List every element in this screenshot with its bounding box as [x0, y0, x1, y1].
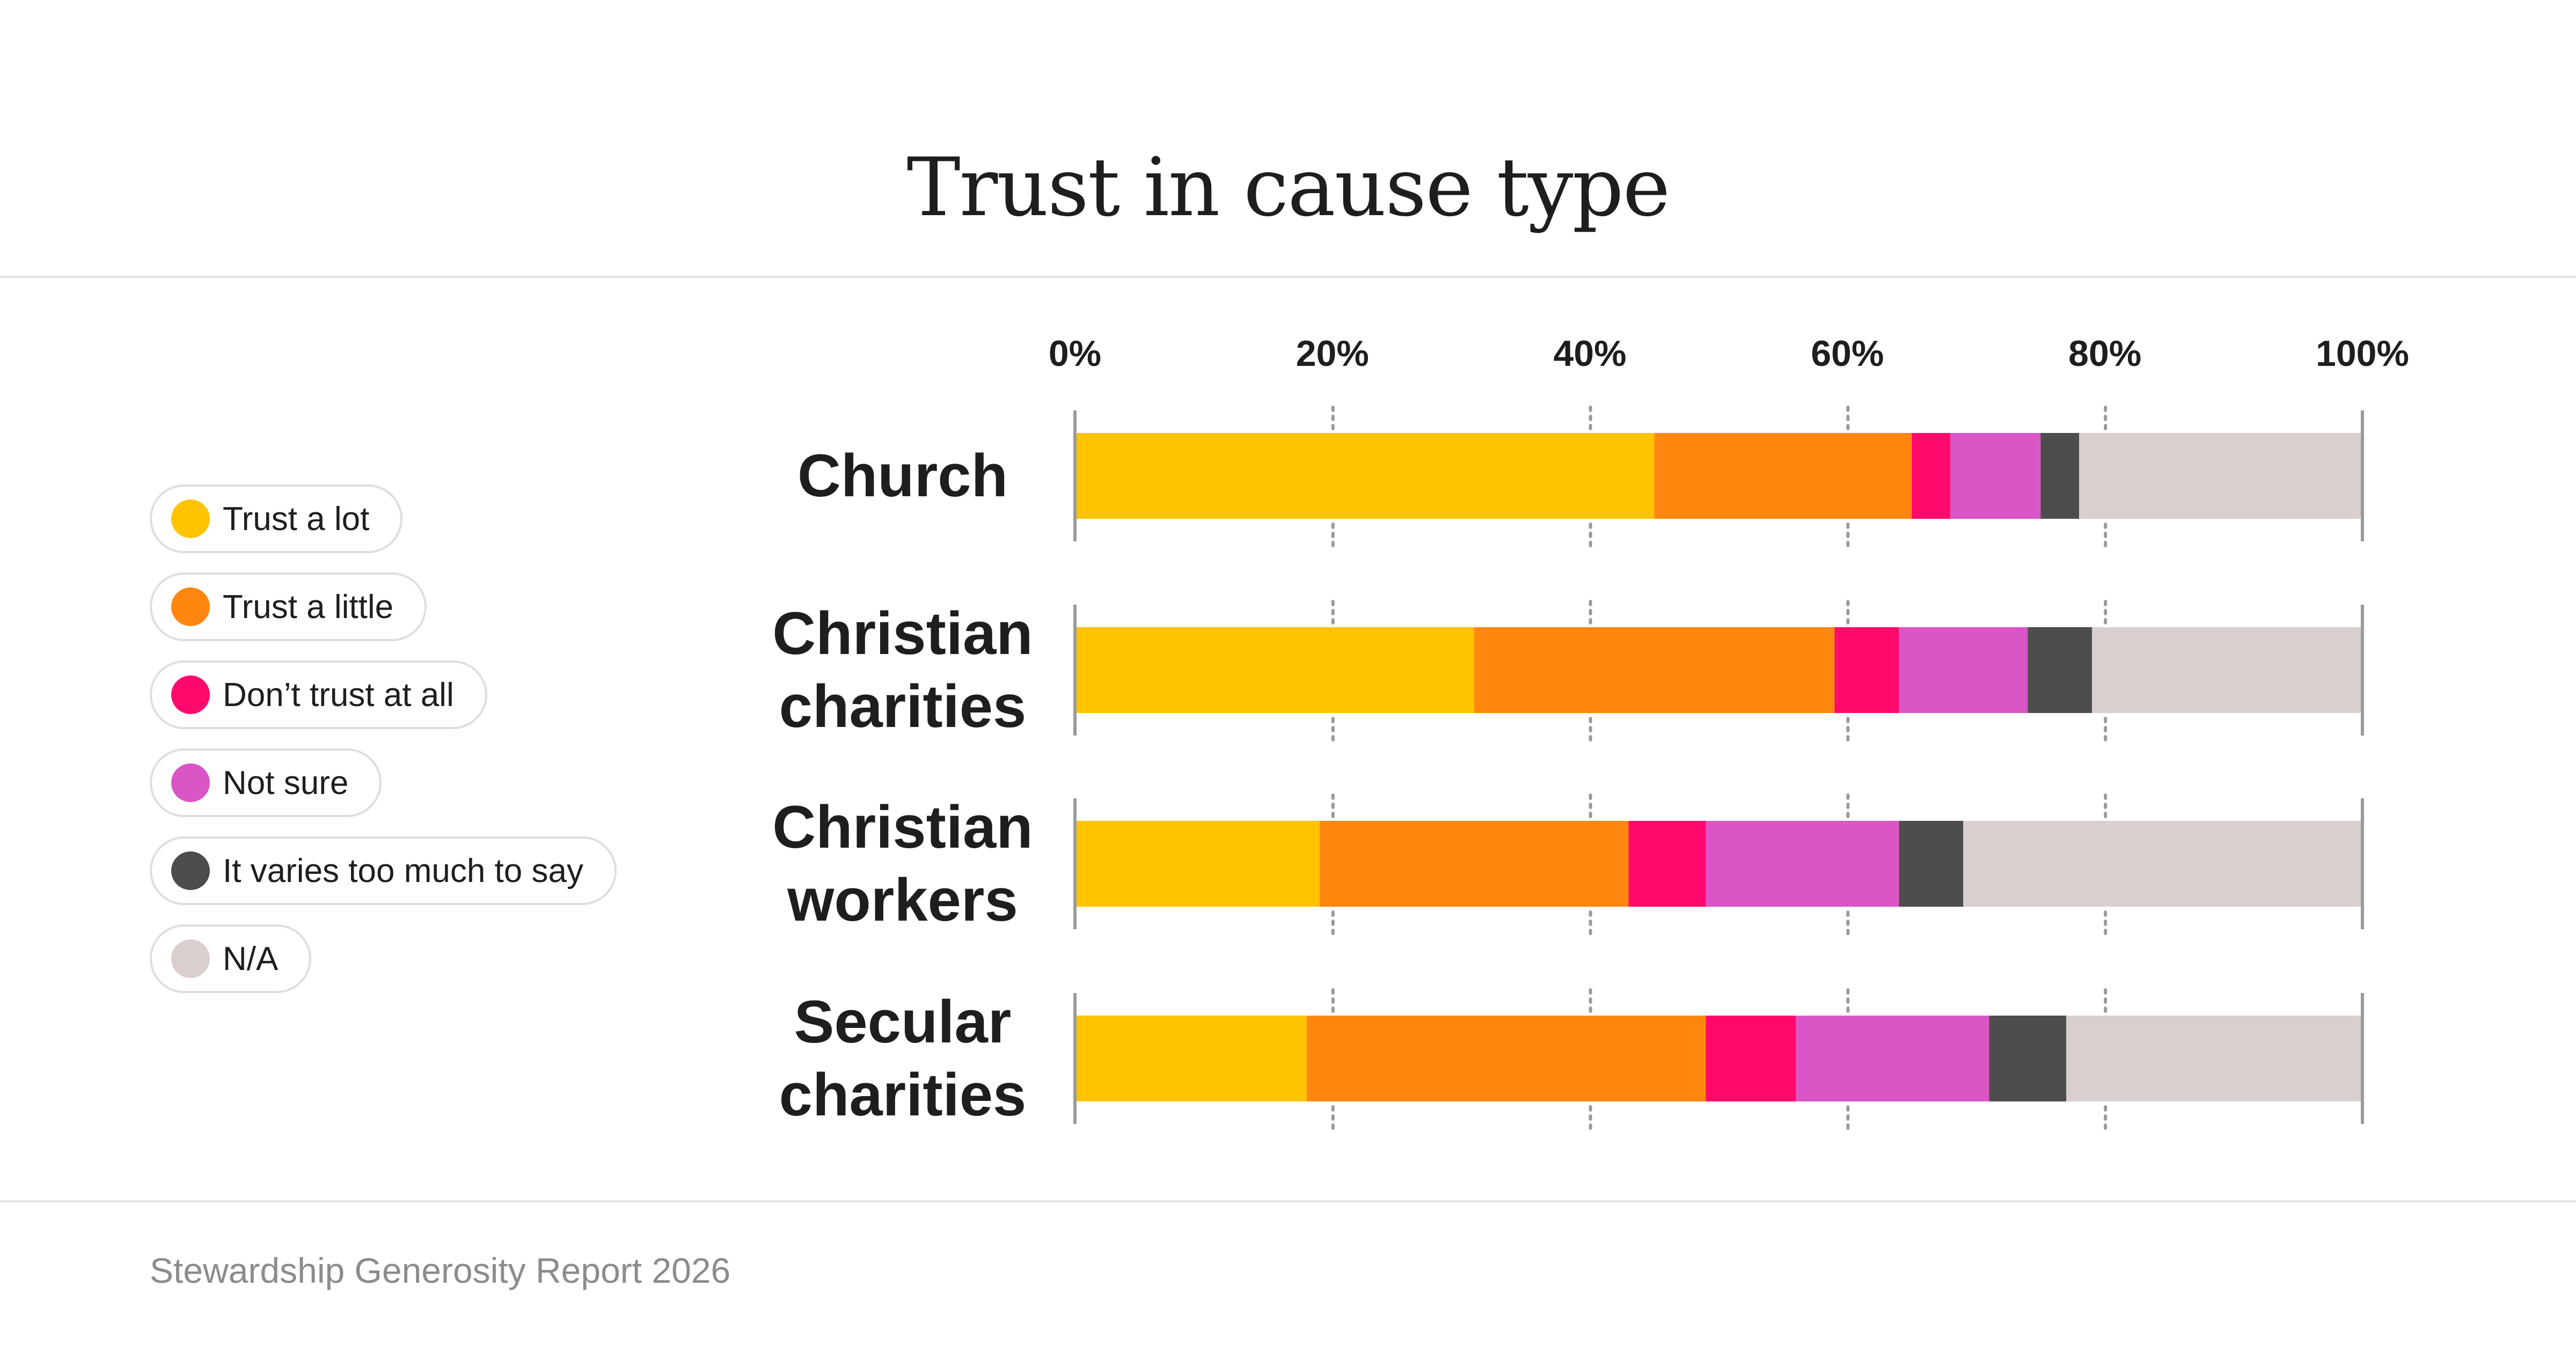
category-label: Christian [772, 600, 1033, 667]
bar-segment [1474, 627, 1835, 713]
bar-segment [1912, 433, 1951, 519]
bar-segment [1075, 433, 1655, 519]
chart-title: Trust in cause type [906, 141, 1671, 234]
legend-label: N/A [223, 940, 279, 978]
x-tick-label: 100% [2316, 333, 2409, 374]
bar-segment [1654, 433, 1912, 519]
bar-segment [1963, 821, 2362, 907]
category-label: Church [797, 442, 1008, 509]
legend-swatch [171, 763, 210, 802]
bar-segment [1706, 1016, 1796, 1101]
legend-swatch [171, 851, 210, 890]
bar-segment [2028, 627, 2092, 713]
bar-segment [1306, 1016, 1706, 1101]
bar-segment [1796, 1016, 1989, 1101]
bar-segment [2040, 433, 2080, 519]
legend-label: Not sure [223, 764, 349, 802]
legend-item: Trust a lot [150, 484, 403, 553]
bar-segment [2066, 1016, 2362, 1101]
legend-label: Trust a lot [223, 500, 370, 538]
bar-segment [1628, 821, 1706, 907]
bar-segment [1319, 821, 1629, 907]
x-tick-label: 40% [1554, 333, 1627, 374]
legend-label: It varies too much to say [223, 852, 583, 890]
bar-segment [2092, 627, 2362, 713]
category-label: Christian [772, 793, 1033, 861]
legend-label: Don’t trust at all [223, 676, 454, 714]
legend-swatch [171, 587, 210, 626]
legend-swatch [171, 675, 210, 714]
header-divider [0, 276, 2576, 278]
x-tick-label: 80% [2068, 333, 2141, 374]
bar-segment [1075, 627, 1474, 713]
bar-segment [1989, 1016, 2067, 1101]
bar-segment [1075, 821, 1320, 907]
category-label: Secular [794, 988, 1012, 1055]
legend-item: Not sure [150, 748, 382, 817]
bar-segment [1899, 821, 1964, 907]
legend-swatch [171, 499, 210, 538]
category-label: workers [787, 866, 1018, 934]
legend-item: It varies too much to say [150, 836, 617, 905]
bar-segment [1899, 627, 2028, 713]
category-label: charities [779, 1061, 1027, 1128]
bar-segment [2079, 433, 2362, 519]
category-label: charities [779, 673, 1027, 740]
x-tick-label: 20% [1296, 333, 1369, 374]
x-tick-label: 0% [1049, 333, 1101, 374]
bar-segment [1834, 627, 1899, 713]
legend-item: N/A [150, 924, 312, 993]
legend-item: Don’t trust at all [150, 660, 487, 729]
bar-segment [1950, 433, 2041, 519]
bar-segment [1706, 821, 1899, 907]
x-tick-label: 60% [1811, 333, 1884, 374]
legend-item: Trust a little [150, 572, 427, 641]
footer-divider [0, 1200, 2576, 1202]
footer-source: Stewardship Generosity Report 2026 [150, 1251, 731, 1290]
bar-segment [1075, 1016, 1307, 1101]
legend-swatch [171, 939, 210, 978]
legend-label: Trust a little [223, 588, 394, 626]
